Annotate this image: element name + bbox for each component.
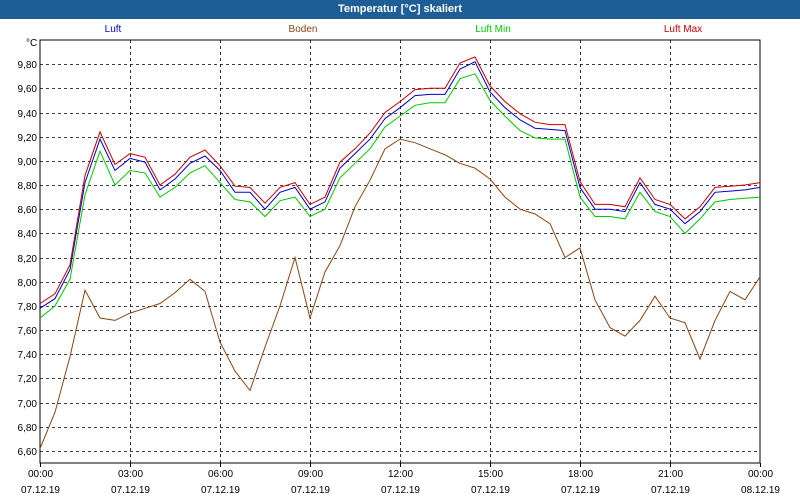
x-tick-time: 09:00 (298, 469, 323, 480)
x-tick-date: 07.12.19 (21, 485, 60, 496)
y-tick-label: 8,20 (18, 254, 38, 265)
chart-title: Temperatur [°C] skaliert (0, 0, 800, 19)
y-tick-label: 8,40 (18, 229, 38, 240)
legend-luft-min: Luft Min (475, 24, 511, 35)
y-tick-label: 9,60 (18, 84, 38, 95)
series-line-boden (39, 138, 761, 449)
y-tick-label: 6,60 (18, 447, 38, 458)
x-tick-time: 18:00 (568, 469, 593, 480)
series-line-luft-min (39, 73, 761, 319)
y-tick-label: 9,20 (18, 133, 38, 144)
x-tick-time: 03:00 (118, 469, 143, 480)
x-tick-date: 07.12.19 (471, 485, 510, 496)
y-tick-label: 9,80 (18, 60, 38, 71)
x-tick-time: 15:00 (478, 469, 503, 480)
y-tick-label: 7,40 (18, 350, 38, 361)
legend-luft: Luft (104, 24, 122, 35)
y-tick-label: 7,60 (18, 326, 38, 337)
y-tick-label: 8,80 (18, 181, 38, 192)
x-tick-date: 07.12.19 (291, 485, 330, 496)
y-tick-label: 7,00 (18, 399, 38, 410)
x-tick-date: 08.12.19 (741, 485, 780, 496)
plot-area (39, 39, 761, 464)
y-tick-label: 7,20 (18, 374, 38, 385)
y-axis-unit: °C (26, 38, 38, 49)
x-tick-date: 07.12.19 (381, 485, 420, 496)
x-tick-time: 06:00 (208, 469, 233, 480)
x-tick-time: 00:00 (748, 469, 773, 480)
x-tick-date: 07.12.19 (651, 485, 690, 496)
series-line-luft-max (39, 56, 761, 304)
legend-luft-max: Luft Max (663, 24, 703, 35)
series-line-luft (39, 61, 761, 309)
x-tick-time: 12:00 (388, 469, 413, 480)
x-tick-date: 07.12.19 (561, 485, 600, 496)
y-tick-label: 6,80 (18, 423, 38, 434)
y-tick-label: 8,00 (18, 278, 38, 289)
x-tick-date: 07.12.19 (111, 485, 150, 496)
x-tick-time: 21:00 (658, 469, 683, 480)
legend-boden: Boden (288, 24, 318, 35)
x-tick-time: 00:00 (28, 469, 53, 480)
y-tick-label: 9,00 (18, 157, 38, 168)
y-tick-label: 7,80 (18, 302, 38, 313)
y-tick-label: 9,40 (18, 109, 38, 120)
y-tick-label: 8,60 (18, 205, 38, 216)
x-tick-date: 07.12.19 (201, 485, 240, 496)
